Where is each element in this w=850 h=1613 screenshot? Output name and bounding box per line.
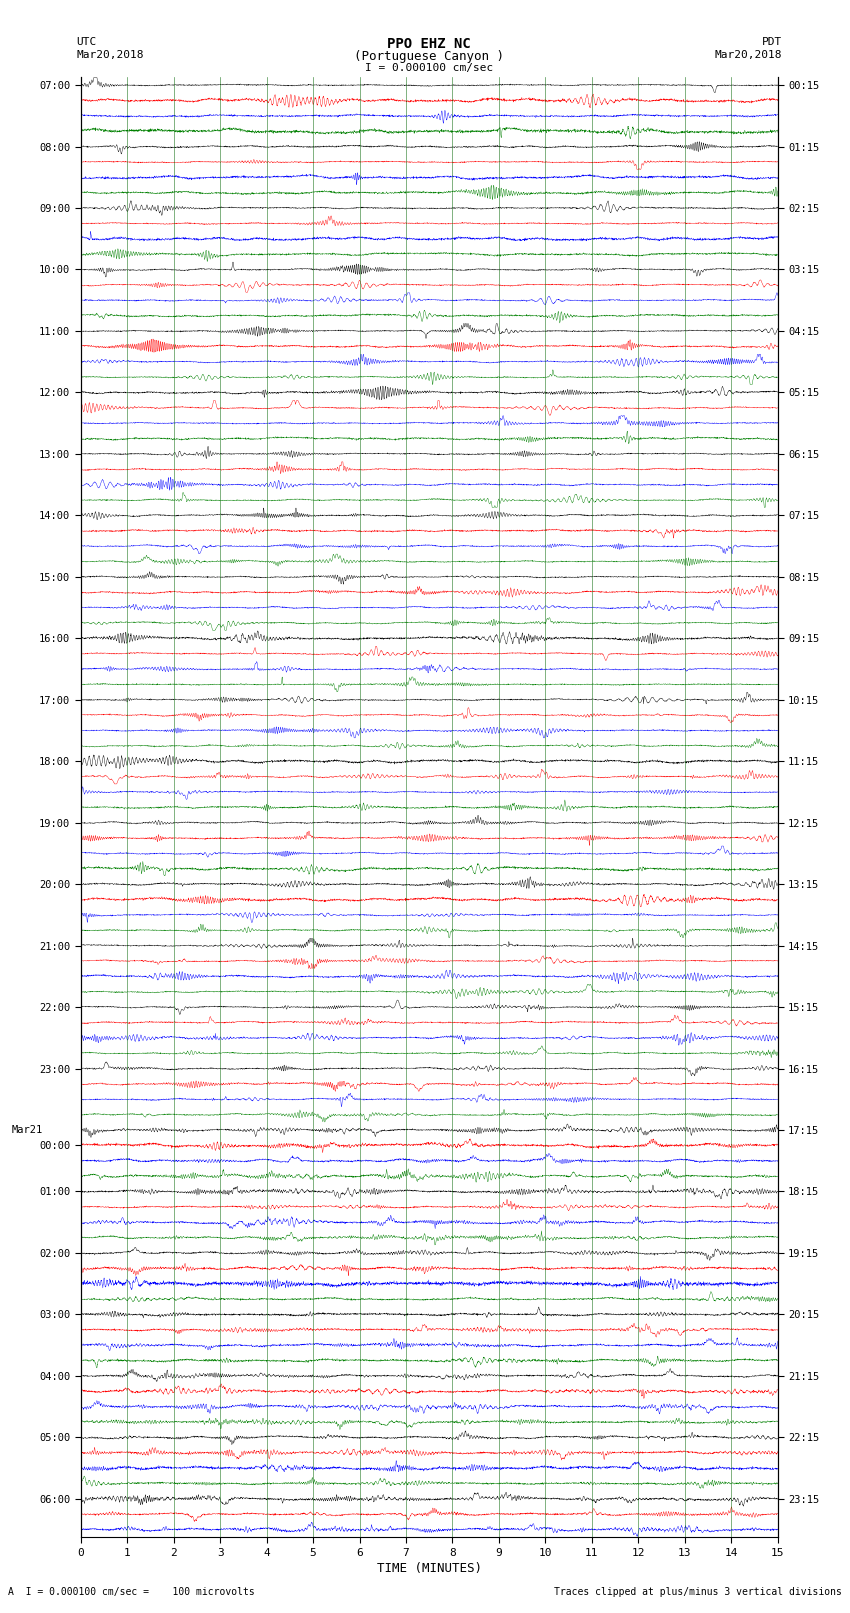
Text: I = 0.000100 cm/sec: I = 0.000100 cm/sec	[366, 63, 493, 73]
Text: PPO EHZ NC: PPO EHZ NC	[388, 37, 471, 52]
Text: (Portuguese Canyon ): (Portuguese Canyon )	[354, 50, 504, 63]
Text: PDT: PDT	[762, 37, 782, 47]
Text: Mar20,2018: Mar20,2018	[715, 50, 782, 60]
Text: Mar20,2018: Mar20,2018	[76, 50, 144, 60]
Text: A  I = 0.000100 cm/sec =    100 microvolts: A I = 0.000100 cm/sec = 100 microvolts	[8, 1587, 255, 1597]
Text: Traces clipped at plus/minus 3 vertical divisions: Traces clipped at plus/minus 3 vertical …	[553, 1587, 842, 1597]
Text: Mar21: Mar21	[11, 1124, 42, 1136]
X-axis label: TIME (MINUTES): TIME (MINUTES)	[377, 1561, 482, 1574]
Text: UTC: UTC	[76, 37, 97, 47]
